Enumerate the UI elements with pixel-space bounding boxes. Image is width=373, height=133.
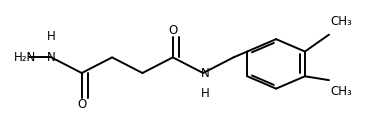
Text: H: H xyxy=(47,30,56,43)
Text: CH₃: CH₃ xyxy=(331,85,352,98)
Text: CH₃: CH₃ xyxy=(331,15,352,28)
Text: O: O xyxy=(77,98,87,111)
Text: N: N xyxy=(201,66,209,80)
Text: H: H xyxy=(201,87,209,100)
Text: N: N xyxy=(47,51,56,64)
Text: O: O xyxy=(168,24,178,37)
Text: H₂N: H₂N xyxy=(14,51,37,64)
